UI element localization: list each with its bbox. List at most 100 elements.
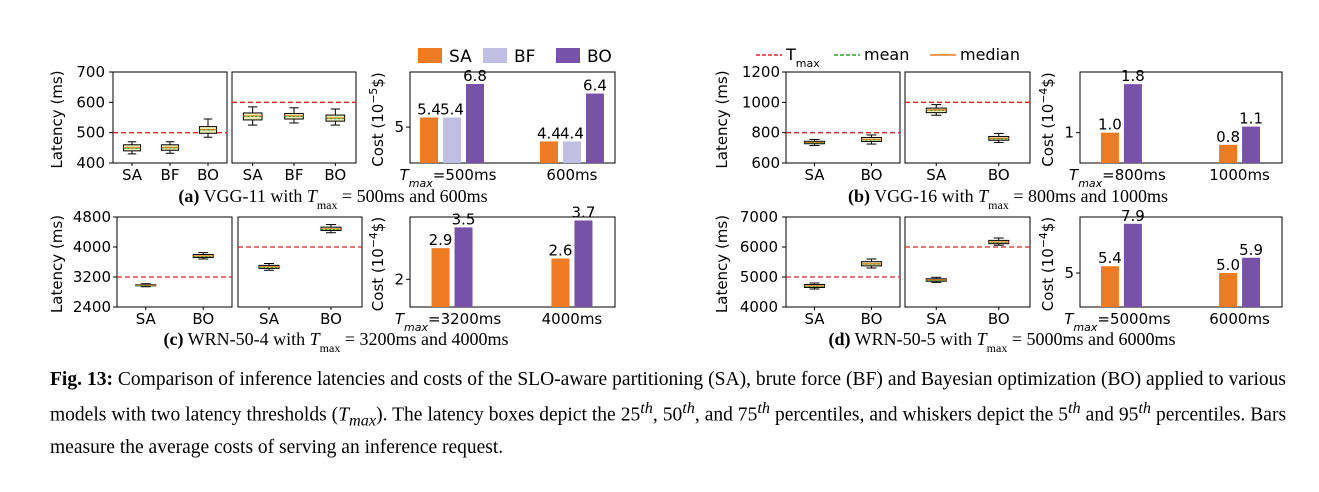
panel-caption: (c) WRN-50-4 with Tmax = 3200ms and 4000… xyxy=(164,329,509,355)
legend-line-label-1: mean xyxy=(864,45,909,64)
cost-bar xyxy=(1123,223,1142,307)
latency-tick-label: 4800 xyxy=(73,208,111,226)
latency-axis-label: Latency (ms) xyxy=(713,215,731,313)
cost-bar-value-label: 6.4 xyxy=(583,77,607,95)
legend-swatch-bf xyxy=(483,48,507,63)
cost-subplot-frame xyxy=(1079,71,1283,164)
legend-line-text: T xyxy=(785,45,796,64)
panel-caption-tmax-sub: max xyxy=(317,198,338,212)
cost-bar-value-label: 1.8 xyxy=(1121,67,1145,85)
box-x-tick-label: BO xyxy=(988,310,1010,328)
cost-bar xyxy=(420,117,439,163)
figure-caption: Fig. 13: Comparison of inference latenci… xyxy=(50,366,1286,462)
legend-line-sub: max xyxy=(796,57,820,70)
caption-text-2: ). The latency boxes depict the 25 xyxy=(376,404,641,426)
cost-tick-label: 2 xyxy=(394,270,404,288)
box-x-tick-label: SA xyxy=(122,166,143,184)
panel-caption: (b) VGG-16 with Tmax = 800ms and 1000ms xyxy=(848,186,1168,212)
cost-axis-label-part: Cost (10 xyxy=(1039,104,1057,167)
panel-caption-letter: (a) xyxy=(178,186,199,207)
cost-bar xyxy=(1100,132,1119,163)
box-subplot-frame xyxy=(785,216,901,308)
cost-bar xyxy=(539,141,558,163)
cost-axis-label: Cost (10−5$) xyxy=(367,72,388,166)
cost-x-tick-label: 600ms xyxy=(546,166,597,184)
panel-caption-values: = 3200ms and 4000ms xyxy=(340,329,508,349)
cost-bar-value-label: 0.8 xyxy=(1216,128,1240,146)
latency-axis-label-part: Latency (ms) xyxy=(713,70,731,168)
panel-caption-tmax-sub: max xyxy=(320,341,341,355)
cost-bar xyxy=(1242,126,1261,163)
caption-sup-75: th xyxy=(757,399,771,417)
cost-bar xyxy=(574,220,593,307)
latency-tick-label: 800 xyxy=(751,124,780,142)
cost-axis-label-part: −5 xyxy=(367,88,380,104)
latency-tick-label: 1200 xyxy=(742,63,780,81)
box-x-tick-label: SA xyxy=(804,166,825,184)
latency-tick-label: 500 xyxy=(76,124,105,142)
cost-bar xyxy=(1242,257,1261,307)
cost-bar-value-label: 5.4 xyxy=(1098,249,1122,267)
cost-axis-label: Cost (10−4$) xyxy=(367,217,388,311)
cost-axis-label-part: −4 xyxy=(1037,232,1050,248)
box-x-tick-label: SA xyxy=(926,310,947,328)
box-x-tick-label: BF xyxy=(161,166,180,184)
cost-x-tick-tmax-sub: max xyxy=(409,177,433,190)
legend-swatch-bo xyxy=(556,48,580,63)
panel-caption-tmax: T xyxy=(977,329,989,349)
cost-bar-value-label: 2.9 xyxy=(429,231,453,249)
cost-x-tick-label: Tmax=5000ms xyxy=(1064,310,1170,334)
panel-caption-tmax: T xyxy=(310,329,322,349)
box-x-tick-label: SA xyxy=(926,166,947,184)
box-x-tick-label: SA xyxy=(259,310,280,328)
legend-label-sa: SA xyxy=(449,47,472,67)
cost-axis-label-part: $) xyxy=(369,72,387,87)
legend-line-label-0: Tmax xyxy=(785,45,820,70)
cost-x-tick-label: Tmax=500ms xyxy=(400,166,497,190)
cost-bar xyxy=(454,227,473,307)
cost-tick-label: 5 xyxy=(1064,264,1074,282)
cost-x-tick-label: 1000ms xyxy=(1209,166,1270,184)
cost-axis-label: Cost (10−4$) xyxy=(1037,217,1058,311)
panel-caption-tmax: T xyxy=(307,186,319,206)
caption-text-7: percentiles. Bars measure the average co… xyxy=(50,404,1287,459)
cost-x-tick-value: =500ms xyxy=(433,166,497,184)
latency-tick-label: 5000 xyxy=(740,268,778,286)
cost-bar-value-label: 5.4 xyxy=(417,101,441,119)
cost-x-tick-tmax: T xyxy=(400,166,411,184)
latency-tick-label: 1000 xyxy=(742,93,780,111)
cost-bar-value-label: 3.5 xyxy=(452,210,476,228)
cost-bar xyxy=(443,117,462,163)
box-x-tick-label: BO xyxy=(192,310,214,328)
cost-tick-label: 1 xyxy=(1064,124,1074,142)
caption-text-5: percentiles, and whiskers depict the 5 xyxy=(770,404,1069,426)
legend-line-text: mean xyxy=(864,45,909,64)
cost-x-tick-label: 6000ms xyxy=(1209,310,1270,328)
box-x-tick-label: SA xyxy=(243,166,264,184)
cost-bar xyxy=(562,141,581,163)
cost-x-tick-tmax-sub: max xyxy=(1078,177,1102,190)
box-subplot-frame xyxy=(237,216,363,308)
panel-caption-model: WRN-50-5 with xyxy=(850,329,976,349)
latency-tick-label: 6000 xyxy=(740,238,778,256)
cost-bar-value-label: 4.4 xyxy=(537,124,561,142)
caption-text-6: and 95 xyxy=(1080,404,1139,426)
cost-bar xyxy=(466,83,485,163)
latency-tick-label: 4000 xyxy=(740,298,778,316)
cost-bar-value-label: 4.4 xyxy=(560,124,584,142)
latency-axis-label-part: Latency (ms) xyxy=(48,70,66,168)
legend-label-bf: BF xyxy=(514,47,535,67)
cost-bar xyxy=(551,258,570,307)
cost-x-tick-value: =5000ms xyxy=(1097,310,1170,328)
figure-canvas: Latency (ms) 400 500 600 700 SA BF BO SA BF BO Cost… xyxy=(48,45,1283,355)
box-x-tick-label: BO xyxy=(861,310,883,328)
cost-bar-value-label: 1.0 xyxy=(1098,116,1122,134)
cost-subplot-frame xyxy=(409,71,616,164)
panel-caption-letter: (b) xyxy=(848,186,870,207)
latency-axis-label-part: Latency (ms) xyxy=(48,215,66,313)
cost-bar-value-label: 2.6 xyxy=(549,242,573,260)
caption-label: Fig. 13: xyxy=(50,369,113,390)
cost-bar xyxy=(1123,84,1142,163)
box-subplot-frame xyxy=(785,71,901,164)
cost-axis-label-part: −4 xyxy=(367,232,380,248)
